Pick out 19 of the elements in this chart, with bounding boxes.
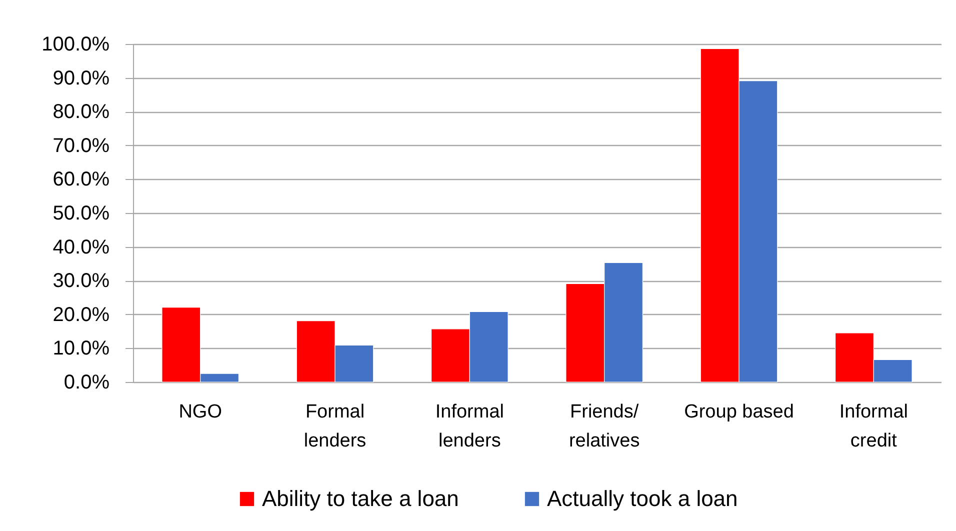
y-tick-label: 60.0%	[52, 168, 110, 191]
x-tick-label: Formal lenders	[304, 402, 366, 452]
y-tick-label: 100.0%	[42, 34, 110, 56]
y-tick-label: 20.0%	[52, 304, 110, 326]
x-tick-label: NGO	[178, 402, 222, 422]
x-tick-label: Friends/ relatives	[568, 402, 640, 452]
y-tick-label: 80.0%	[52, 101, 110, 124]
x-tick-label: Group based	[684, 402, 794, 422]
x-tick-label: Informal credit	[839, 402, 908, 452]
y-tick-label: 30.0%	[52, 270, 110, 292]
legend-label: Actually took a loan	[547, 486, 738, 511]
y-tick-label: 10.0%	[52, 338, 110, 360]
y-tick-label: 40.0%	[52, 236, 110, 258]
y-tick-label: 90.0%	[52, 67, 110, 90]
y-tick-label: 0.0%	[64, 372, 110, 394]
x-tick-label: Informal lenders	[435, 402, 504, 452]
legend-label: Ability to take a loan	[262, 486, 459, 511]
y-tick-label: 70.0%	[52, 134, 110, 157]
y-tick-label: 50.0%	[52, 202, 110, 224]
